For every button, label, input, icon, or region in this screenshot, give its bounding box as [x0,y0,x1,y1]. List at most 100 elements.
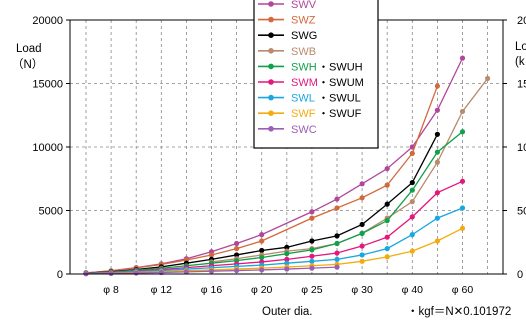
series-line [85,207,463,275]
y-tick-label-right: 10 [517,142,526,154]
data-point [459,205,466,211]
y-tick-label-right: 0 [517,269,523,281]
data-point [309,247,315,253]
legend-swatch-marker [268,79,274,85]
series-line [85,85,439,274]
legend-swatch-marker [268,48,274,54]
data-point [384,246,390,252]
data-point [234,246,240,252]
data-point [334,205,340,211]
data-point [384,165,390,172]
y-axis-label-right: Lo [515,41,526,53]
data-point [409,199,415,205]
x-tick-label: φ 20 [251,284,273,296]
data-point [259,232,265,238]
data-point [309,258,315,264]
legend-label-extra: ・SWUF [318,108,362,120]
legend-swatch-marker [268,32,274,38]
data-point [409,187,415,193]
data-point [384,218,390,224]
y-tick-label: 0 [57,269,63,281]
legend-swatch-marker [268,16,274,23]
x-tick-label: φ 16 [201,284,223,296]
data-point [434,238,440,244]
data-point [434,107,440,113]
data-point [359,221,365,228]
legend-label: SWM [291,77,318,89]
data-point [384,201,390,207]
data-point [434,149,440,155]
y-tick-label-right: 20 [517,15,526,27]
data-point [409,214,415,220]
legend-label: SWL [291,93,315,105]
legend-swatch-marker [268,110,274,116]
y-tick-label-right: 15 [517,79,526,91]
data-point [259,267,265,273]
y-axis-unit-right: (k [515,56,525,68]
x-tick-label: φ 12 [151,284,173,296]
data-point [208,252,215,258]
legend-label-extra: ・SWUL [318,93,361,105]
data-point [459,178,466,184]
data-point [459,225,466,231]
data-point [434,215,440,221]
data-point [359,243,365,249]
data-point [284,266,290,272]
data-point [284,260,290,266]
legend-label-extra: ・SWUM [318,77,364,89]
data-point [409,150,415,156]
data-point [359,195,365,201]
data-point [183,269,189,275]
y-tick-label: 5000 [39,206,63,218]
x-tick-label: φ 30 [351,284,373,296]
data-point [334,240,340,247]
data-point [384,182,390,188]
data-point [359,252,365,258]
data-point [234,240,240,247]
y-tick-label: 10000 [32,142,63,154]
data-point [284,256,290,262]
data-point [334,256,340,262]
y-axis-label: Load [16,43,42,55]
data-point [384,254,390,260]
legend-label: SWZ [291,15,316,27]
data-point [409,232,415,238]
data-point [434,131,440,137]
legend-label: SWC [291,124,317,136]
legend-label: SWV [291,0,317,11]
data-point [259,247,265,254]
y-axis-unit: （N） [12,58,43,71]
legend-box [253,0,379,149]
data-point [334,233,340,239]
data-point [409,179,415,186]
data-point [459,129,466,135]
data-point [384,234,390,240]
legend-swatch-marker [268,126,274,132]
data-point [334,264,340,270]
x-tick-label: φ 40 [402,284,424,296]
data-point [359,258,365,264]
data-point [485,75,491,82]
unit-note: ・kgf＝N✕0.101972 [407,306,511,318]
data-point [284,244,290,250]
legend-label: SWF [291,108,316,120]
data-point [434,190,440,196]
data-point [309,238,315,244]
data-point [259,238,265,244]
y-tick-label: 15000 [32,79,63,91]
x-tick-label: φ 8 [103,284,119,296]
data-point [133,270,139,276]
data-point [334,196,340,202]
axes: 0 0 5000 50 10000 10 15000 15 20000 20 φ 8 φ 12 φ 16… [32,15,526,296]
y-tick-label: 20000 [32,15,63,27]
data-point [409,248,415,254]
data-point [284,251,290,257]
x-axis-label: Outer dia. [262,306,313,318]
legend-swatch-marker [268,94,274,101]
data-point [459,108,466,115]
series-line [85,180,463,275]
data-point [208,268,215,274]
data-point [434,159,440,165]
